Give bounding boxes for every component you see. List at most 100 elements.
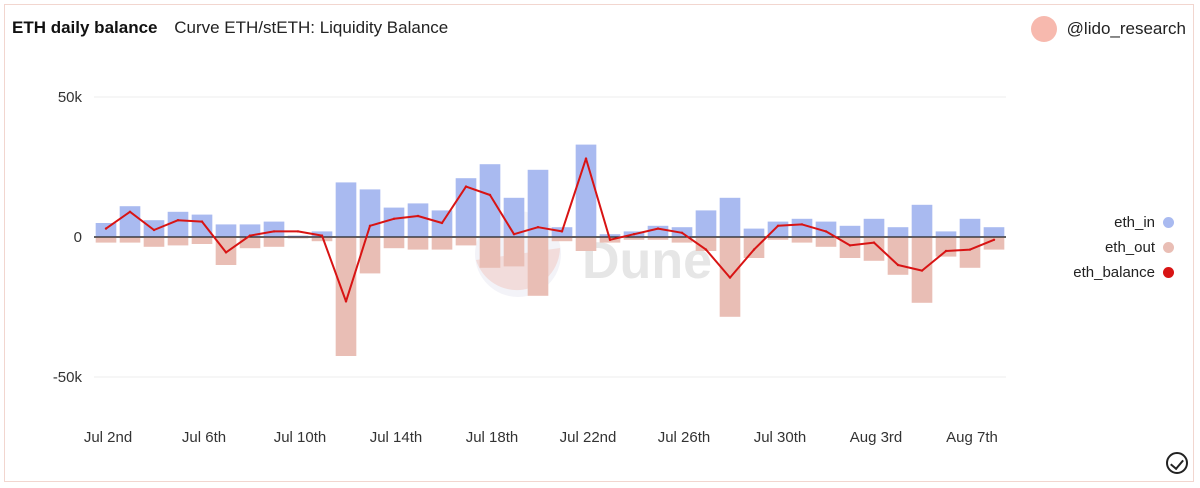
- point-eth-balance: [584, 157, 588, 160]
- bar-eth-out: [407, 237, 429, 250]
- bar-eth-out: [239, 237, 261, 249]
- y-tick-label: 50k: [58, 89, 83, 106]
- point-eth-balance: [296, 230, 300, 233]
- bar-eth-in: [479, 164, 501, 237]
- bar-eth-in: [167, 211, 189, 237]
- x-tick-label: Jul 6th: [182, 429, 226, 446]
- bar-eth-out: [191, 237, 213, 244]
- point-eth-balance: [776, 224, 780, 227]
- point-eth-balance: [704, 248, 708, 251]
- bar-eth-out: [167, 237, 189, 246]
- bar-eth-in: [119, 206, 141, 237]
- bar-eth-in: [527, 169, 549, 237]
- legend-item-eth-out[interactable]: eth_out: [1073, 235, 1174, 260]
- point-eth-balance: [488, 193, 492, 197]
- point-eth-balance: [200, 220, 204, 223]
- point-eth-balance: [512, 233, 516, 236]
- author-link[interactable]: @lido_research: [1030, 16, 1186, 42]
- query-title[interactable]: ETH daily balance: [12, 18, 158, 37]
- legend-swatch-eth-out: [1163, 242, 1174, 253]
- bar-eth-in: [983, 227, 1005, 237]
- bar-eth-in: [335, 182, 357, 237]
- bar-eth-out: [983, 237, 1005, 250]
- point-eth-balance: [920, 269, 924, 272]
- point-eth-balance: [248, 234, 252, 237]
- legend: eth_in eth_out eth_balance: [1073, 210, 1174, 285]
- bar-eth-out: [623, 237, 645, 240]
- author-name: @lido_research: [1066, 19, 1186, 38]
- x-tick-label: Jul 18th: [466, 429, 519, 446]
- bar-eth-out: [935, 237, 957, 257]
- x-tick-label: Jul 2nd: [84, 429, 132, 446]
- point-eth-balance: [968, 248, 972, 251]
- bar-eth-out: [311, 237, 333, 242]
- x-tick-label: Jul 14th: [370, 429, 423, 446]
- point-eth-balance: [368, 224, 372, 227]
- point-eth-balance: [104, 227, 108, 230]
- point-eth-balance: [128, 210, 132, 213]
- visualization-title: Curve ETH/stETH: Liquidity Balance: [174, 18, 449, 37]
- line-eth-balance: [105, 157, 995, 303]
- bar-eth-in: [767, 221, 789, 237]
- point-eth-balance: [152, 228, 156, 232]
- bar-eth-in: [839, 225, 861, 237]
- bar-eth-out: [95, 237, 117, 243]
- bar-eth-out: [791, 237, 813, 243]
- checkmark-circle-icon[interactable]: [1166, 452, 1188, 474]
- bar-eth-in: [143, 220, 165, 237]
- point-eth-balance: [728, 276, 732, 279]
- avatar: [1030, 16, 1057, 42]
- legend-item-eth-in[interactable]: eth_in: [1073, 210, 1174, 235]
- bar-eth-in: [743, 228, 765, 237]
- point-eth-balance: [944, 249, 948, 253]
- point-eth-balance: [176, 219, 180, 222]
- bar-eth-out: [647, 237, 669, 240]
- point-eth-balance: [680, 231, 684, 234]
- bar-eth-in: [791, 218, 813, 237]
- x-tick-label: Aug 3rd: [850, 429, 903, 446]
- bar-eth-out: [815, 237, 837, 247]
- bar-eth-out: [959, 237, 981, 268]
- bar-eth-out: [671, 237, 693, 243]
- bar-eth-out: [335, 237, 357, 356]
- bar-eth-in: [647, 225, 669, 237]
- point-eth-balance: [656, 227, 660, 230]
- point-eth-balance: [320, 234, 324, 237]
- x-tick-label: Aug 7th: [946, 429, 998, 446]
- bar-eth-out: [287, 237, 309, 239]
- bar-eth-in: [887, 227, 909, 237]
- point-eth-balance: [824, 230, 828, 233]
- bar-eth-out: [431, 237, 453, 250]
- point-eth-balance: [752, 248, 756, 251]
- x-tick-label: Jul 26th: [658, 429, 711, 446]
- bar-eth-in: [191, 214, 213, 237]
- bar-eth-in: [911, 204, 933, 237]
- bar-eth-out: [503, 237, 525, 267]
- bar-eth-in: [599, 234, 621, 237]
- bar-eth-in: [407, 203, 429, 237]
- legend-label-eth-out: eth_out: [1104, 239, 1155, 256]
- y-tick-label: 0: [74, 229, 82, 246]
- bar-eth-in: [695, 210, 717, 237]
- x-tick-label: Jul 22nd: [560, 429, 617, 446]
- point-eth-balance: [344, 300, 348, 303]
- bar-eth-out: [119, 237, 141, 243]
- point-eth-balance: [560, 230, 564, 233]
- point-eth-balance: [800, 223, 804, 226]
- bar-eth-out: [143, 237, 165, 247]
- chart-header: ETH daily balance Curve ETH/stETH: Liqui…: [12, 18, 448, 38]
- y-tick-label: -50k: [53, 369, 83, 386]
- legend-item-eth-balance[interactable]: eth_balance: [1073, 260, 1174, 285]
- bar-eth-out: [263, 237, 285, 247]
- bar-eth-in: [215, 224, 237, 237]
- point-eth-balance: [440, 221, 444, 225]
- bar-eth-out: [359, 237, 381, 274]
- legend-label-eth-balance: eth_balance: [1073, 264, 1155, 281]
- bar-eth-out: [551, 237, 573, 242]
- bar-eth-in: [359, 189, 381, 237]
- point-eth-balance: [872, 241, 876, 244]
- bar-eth-out: [383, 237, 405, 249]
- legend-swatch-eth-in: [1163, 217, 1174, 228]
- bar-eth-in: [815, 221, 837, 237]
